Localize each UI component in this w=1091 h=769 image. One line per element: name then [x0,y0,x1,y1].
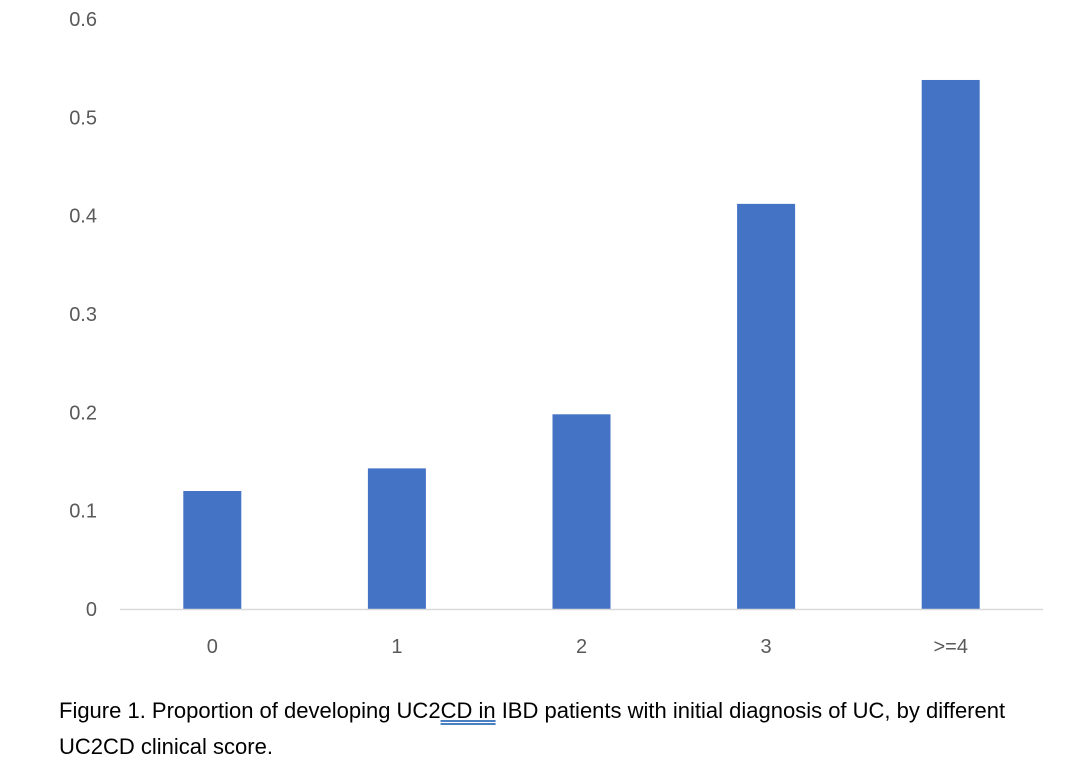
x-axis: 0 1 2 3 >=4 [207,636,968,658]
y-axis: 0 0.1 0.2 0.3 0.4 0.5 0.6 [69,9,97,621]
x-tick-label: >=4 [933,636,967,658]
bar [737,203,796,609]
y-tick-label: 0.4 [69,206,97,228]
x-tick-label: 1 [391,636,402,658]
y-tick-label: 0.5 [69,107,97,129]
figure-caption: Figure 1. Proportion of developing UC2CD… [59,693,1079,765]
caption-underlined-text: CD in [440,698,496,723]
bar [183,491,242,609]
bars [183,79,980,609]
bar-chart: 0 0.1 0.2 0.3 0.4 0.5 0.6 0 1 2 3 >=4 [69,9,1043,658]
caption-text-before: Figure 1. Proportion of developing UC2 [59,698,441,723]
bar [921,79,980,609]
y-tick-label: 0.3 [69,304,97,326]
x-tick-label: 0 [207,636,218,658]
caption-text-after: IBD patients with initial diagnosis of U… [59,698,1006,759]
x-tick-label: 2 [576,636,587,658]
y-tick-label: 0 [86,599,97,621]
y-tick-label: 0.1 [69,501,97,523]
bar [367,468,426,609]
bar [552,414,611,609]
y-tick-label: 0.6 [69,9,97,31]
y-tick-label: 0.2 [69,402,97,424]
x-tick-label: 3 [761,636,772,658]
